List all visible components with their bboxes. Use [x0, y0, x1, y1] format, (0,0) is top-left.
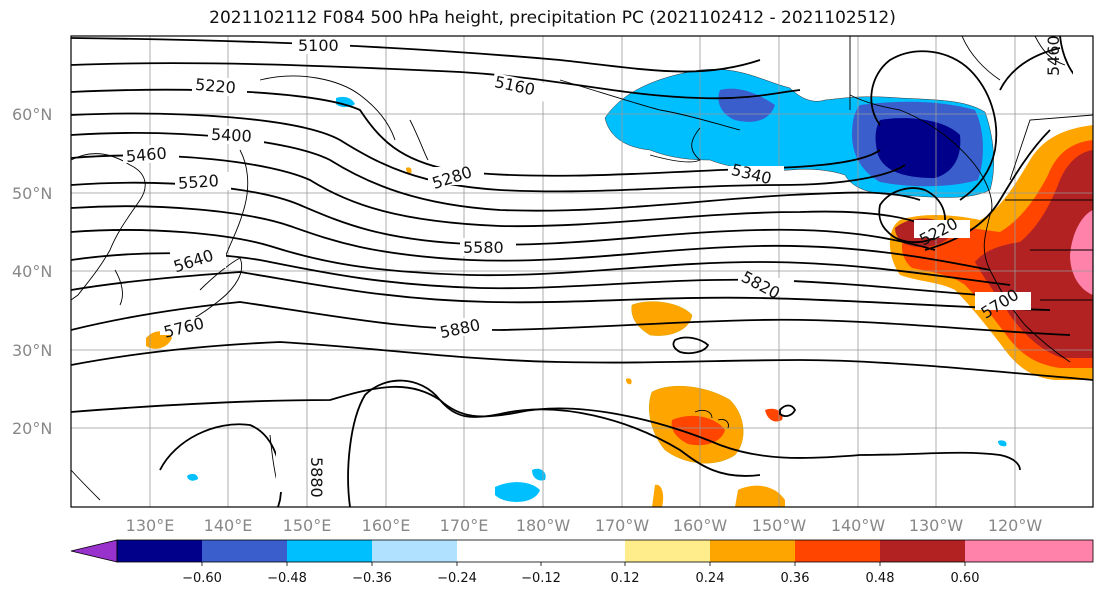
negative-area-small-4: [187, 473, 198, 481]
colorbar-tick-label: −0.12: [521, 571, 561, 586]
colorbar-segment: [965, 540, 1093, 562]
lon-label: 120°W: [988, 516, 1043, 535]
colorbar-segment: [795, 540, 880, 562]
contour-label: 5880: [307, 457, 326, 498]
colorbar-segment: [117, 540, 202, 562]
lat-label: 50°N: [12, 184, 52, 203]
lon-label: 160°W: [673, 516, 728, 535]
positive-area-small-4: [626, 378, 632, 385]
contour-label: 5580: [463, 238, 504, 257]
positive-area-japan: [146, 331, 172, 349]
map-frame: [70, 35, 1094, 508]
contour-label: 5460: [125, 144, 167, 166]
contour-label: 5220: [194, 75, 236, 97]
negative-area-small-2: [495, 482, 540, 502]
colorbar-segment: [880, 540, 965, 562]
height-contours: [71, 36, 1093, 507]
contour-label: 5100: [298, 36, 339, 55]
colorbar-segment: [372, 540, 457, 562]
negative-area-gulf-core: [875, 118, 961, 178]
contour-label: 5520: [178, 171, 220, 193]
colorbar-segment: [710, 540, 795, 562]
lat-label: 30°N: [12, 341, 52, 360]
lon-label: 150°W: [752, 516, 807, 535]
colorbar-tick-label: 0.48: [866, 571, 895, 586]
positive-area-small-3: [652, 484, 664, 507]
lon-label: 150°E: [283, 516, 332, 535]
map-title: 2021102112 F084 500 hPa height, precipit…: [209, 8, 896, 28]
contour-label: 5460: [1044, 35, 1063, 76]
gridlines: [71, 36, 1093, 507]
colorbar-segment: [287, 540, 372, 562]
colorbar-tick-label: −0.60: [182, 571, 222, 586]
lon-label: 170°E: [440, 516, 489, 535]
colorbar: −0.60 −0.48 −0.36 −0.24 −0.12 0.12 0.24 …: [70, 539, 1094, 586]
positive-area-small-2: [735, 485, 785, 507]
colorbar-tick-label: 0.36: [781, 571, 810, 586]
lon-label: 140°E: [204, 516, 253, 535]
colorbar-tick-label: 0.60: [951, 571, 980, 586]
positive-area-hawaii-core: [671, 415, 725, 446]
colorbar-segment: [457, 540, 625, 562]
colorbar-tick-label: 0.24: [696, 571, 725, 586]
lon-label: 130°E: [126, 516, 175, 535]
negative-area-aleutian-core: [718, 88, 775, 122]
colorbar-tick-label: −0.36: [352, 571, 392, 586]
latitude-labels: 60°N 50°N 40°N 30°N 20°N: [12, 105, 52, 438]
colorbar-tick-label: −0.24: [437, 571, 477, 586]
negative-area-small-5: [998, 440, 1007, 447]
colorbar-segment: [625, 540, 710, 562]
contour-labels: 5100 5160 5220 5400 5460 5520 5280 5340 …: [123, 35, 1093, 498]
lon-label: 160°E: [362, 516, 411, 535]
positive-area-small-1: [765, 408, 783, 422]
positive-area-northpacific: [631, 301, 693, 336]
lon-label: 170°W: [595, 516, 650, 535]
lat-label: 40°N: [12, 262, 52, 281]
longitude-labels: 130°E 140°E 150°E 160°E 170°E 180°W 170°…: [126, 516, 1043, 535]
lat-label: 60°N: [12, 105, 52, 124]
contour-label: 5400: [211, 125, 253, 146]
colorbar-segment: [202, 540, 287, 562]
negative-area-small-3: [532, 468, 546, 481]
colorbar-tick-label: 0.12: [611, 571, 640, 586]
lon-label: 140°W: [831, 516, 886, 535]
lat-label: 20°N: [12, 419, 52, 438]
colorbar-tick-label: −0.48: [267, 571, 307, 586]
colorbar-segment: [71, 540, 117, 562]
positive-area-small-5: [406, 167, 412, 174]
positive-area-westcoast-max: [1070, 210, 1093, 295]
lon-label: 130°W: [909, 516, 964, 535]
lon-label: 180°W: [516, 516, 571, 535]
